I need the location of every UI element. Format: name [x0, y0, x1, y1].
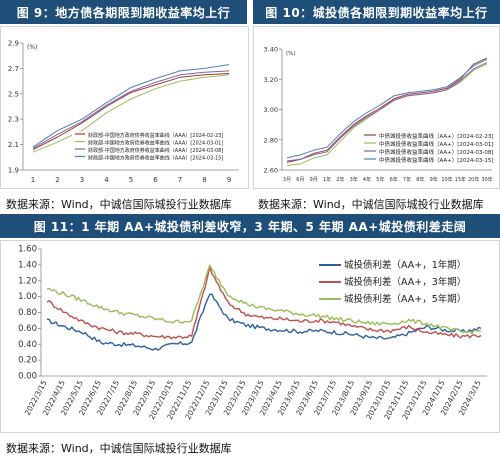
legend-box [316, 253, 486, 308]
y-tick-label: 2.80 [264, 136, 278, 144]
y-tick-label: 2.9 [8, 40, 19, 48]
y-tick-label: 0.20 [18, 356, 37, 366]
y-tick-label: 0.00 [18, 372, 37, 382]
x-tick-label: 10年 [441, 176, 452, 183]
x-tick-label: 3年 [350, 176, 358, 183]
x-tick-label: 6 [153, 176, 158, 184]
y-tick-label: 3.40 [264, 46, 278, 54]
series-line-4 [286, 59, 488, 159]
legend-label-1: 城投债利差（AA+，1年期） [344, 259, 466, 271]
x-tick-label: 7年 [403, 176, 411, 183]
series-line-1 [286, 57, 488, 163]
series-line-3 [46, 264, 482, 335]
legend-box [361, 132, 489, 168]
y-tick-label: 1.60 [18, 245, 37, 255]
y-tick-label: 1.40 [18, 260, 37, 270]
fig10-panel: 2.60 2.80 3.00 3.20 3.40 (%) 3月 6月 9月 1年 2年 3年 4年 5年 6… [253, 26, 500, 189]
series-line-3 [286, 62, 488, 162]
y-tick-label: 1.00 [18, 292, 37, 302]
unit-label: (%) [27, 44, 37, 51]
y-tick-label: 2.5 [8, 90, 19, 98]
fig11-source: 数据来源：Wind，中诚信国际城投行业数据库 [6, 442, 232, 455]
legend-label-3: 中债城投债收益率曲线（AA+）[2024-03-08] [379, 148, 494, 156]
legend-label-3: 财政部-中国地方政府债券收益率曲线（AAA）[2024-03-08] [88, 147, 223, 154]
x-tick-label: 8 [202, 176, 206, 184]
x-tick-label: 3月 [283, 177, 291, 183]
x-tick-label: 9年 [430, 176, 438, 183]
fig9-title: 图 9：地方债各期限到期收益率均上行 [0, 0, 247, 24]
x-tick-label: 4年 [363, 176, 371, 183]
x-tick-label: 2 [55, 176, 59, 184]
x-tick-label: 9月 [310, 177, 318, 183]
y-tick-label: 2.3 [8, 116, 19, 124]
x-tick-label: 2年 [336, 176, 344, 183]
y-tick-label: 2.7 [8, 65, 19, 73]
y-tick-label: 1.9 [8, 167, 19, 175]
fig9-chart: 1.9 2.1 2.3 2.5 2.7 2.9 (%) 1 2 3 4 5 6 7 8 9 财政部-中国地方政府… [8, 40, 239, 184]
series-line-4 [32, 64, 230, 148]
series-line-1 [32, 73, 230, 151]
x-tick-label: 15年 [455, 176, 466, 183]
x-tick-label: 7 [178, 176, 182, 184]
y-tick-label: 2.60 [264, 167, 278, 175]
legend-label-4: 中债城投债收益率曲线（AA+）[2024-03-15] [379, 156, 494, 164]
fig10-chart: 2.60 2.80 3.00 3.20 3.40 (%) 3月 6月 9月 1年 2年 3年 4年 5年 6… [264, 46, 494, 184]
y-tick-label: 2.1 [8, 141, 19, 149]
legend-label-1: 中债城投债收益率曲线（AA+）[2024-02-23] [379, 132, 494, 140]
x-tick-label: 9 [227, 176, 231, 184]
x-tick-label: 4 [104, 176, 109, 184]
series-line-2 [46, 266, 482, 340]
legend-label-2: 中债城投债收益率曲线（AA+）[2024-03-01] [379, 140, 494, 148]
fig9-source: 数据来源：Wind，中诚信国际城投行业数据库 [6, 198, 232, 211]
fig9-panel: 1.9 2.1 2.3 2.5 2.7 2.9 (%) 1 2 3 4 5 6 7 8 9 财政部-中国地方政府… [0, 26, 249, 189]
legend-label-3: 城投债利差（AA+，5年期） [344, 293, 466, 305]
x-tick-label: 5 [129, 176, 133, 184]
legend-box [72, 131, 238, 166]
x-tick-label: 1 [31, 176, 35, 184]
x-tick-label: 1年 [323, 176, 331, 183]
legend-label-1: 财政部-中国地方政府债券收益率曲线（AAA）[2024-02-23] [88, 132, 223, 139]
x-tick-label: 5年 [376, 176, 384, 183]
fig10-title: 图 10：城投债各期限到期收益率均上行 [253, 0, 500, 24]
fig11-panel: 0.00 0.20 0.40 0.60 0.80 1.00 1.20 1.40 1.60 2022… [0, 240, 500, 433]
legend-label-4: 财政部-中国地方政府债券收益率曲线（AAA）[2024-03-15] [88, 155, 223, 162]
fig11-title: 图 11：1 年期 AA+城投债利差收窄，3 年期、5 年期 AA+城投债利差走… [0, 214, 500, 238]
x-tick-label: 30年 [481, 176, 492, 183]
legend-label-2: 城投债利差（AA+，3年期） [344, 276, 466, 288]
y-tick-label: 0.60 [18, 324, 37, 334]
series-line-3 [32, 70, 230, 149]
series-line-1 [46, 293, 482, 351]
x-tick-label: 8年 [416, 176, 424, 183]
y-tick-label: 0.80 [18, 308, 37, 318]
unit-label: (%) [286, 51, 296, 57]
y-tick-label: 3.20 [264, 76, 278, 84]
fig11-chart: 0.000.200.400.600.801.001.201.401.602022… [18, 245, 487, 421]
y-tick-label: 1.20 [18, 276, 37, 286]
y-tick-label: 0.40 [18, 340, 37, 350]
y-tick-label: 3.00 [264, 106, 278, 114]
legend-label-2: 财政部-中国地方政府债券收益率曲线（AAA）[2024-03-01] [88, 140, 223, 147]
x-tick-label: 6月 [296, 177, 304, 183]
series-line-2 [32, 74, 230, 153]
fig10-source: 数据来源：Wind，中诚信国际城投行业数据库 [258, 198, 484, 211]
x-tick-label: 3 [80, 176, 84, 184]
x-tick-label: 6年 [390, 176, 398, 183]
x-tick-label: 20年 [468, 176, 479, 183]
